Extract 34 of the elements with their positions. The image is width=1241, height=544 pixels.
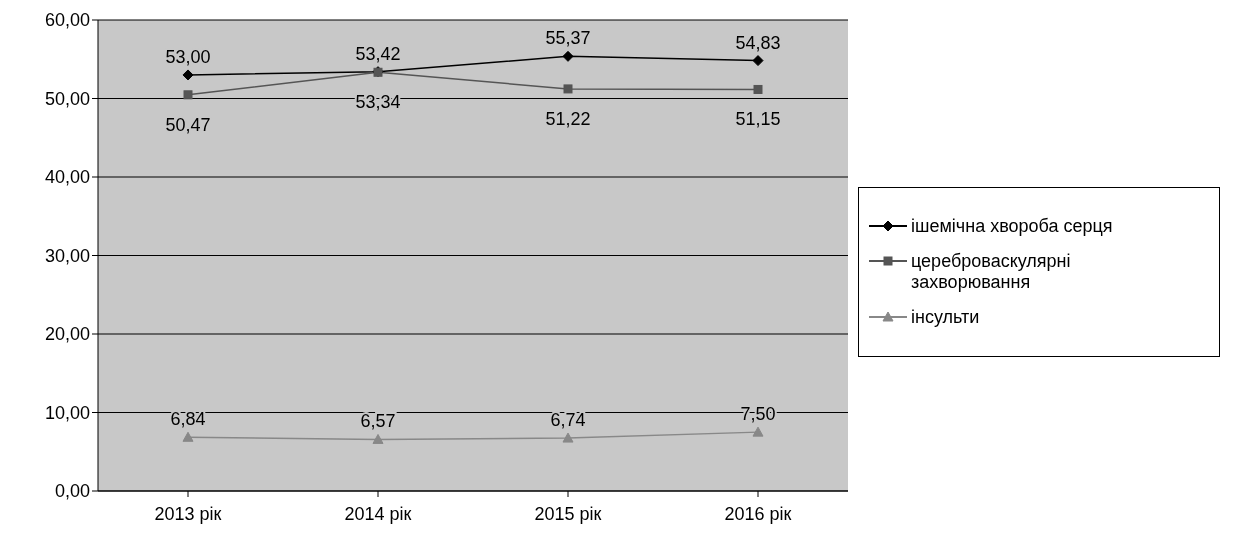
data-label: 50,47 <box>165 114 211 135</box>
point <box>752 55 764 67</box>
y-tick-label: 30,00 <box>44 245 90 266</box>
data-label: 53,42 <box>355 43 401 64</box>
point <box>562 432 574 443</box>
point <box>372 433 384 444</box>
point <box>562 50 574 62</box>
y-tick-label: 50,00 <box>44 88 90 109</box>
data-label: 6,84 <box>170 409 206 430</box>
y-tick-label: 40,00 <box>44 167 90 188</box>
y-tick-label: 20,00 <box>44 324 90 345</box>
data-label: 51,22 <box>545 108 591 129</box>
y-tick-label: 60,00 <box>44 10 90 31</box>
data-label: 55,37 <box>545 28 591 49</box>
data-label: 53,00 <box>165 46 211 67</box>
point <box>182 69 194 81</box>
point <box>563 84 573 94</box>
legend-label: цереброваскулярні захворювання <box>911 251 1072 293</box>
x-tick-label: 2016 рік <box>724 503 792 524</box>
point <box>753 84 763 94</box>
data-label: 54,83 <box>735 32 781 53</box>
point <box>182 431 194 442</box>
x-tick-label: 2014 рік <box>344 503 412 524</box>
y-tick-label: 10,00 <box>44 402 90 423</box>
y-tick-label: 0,00 <box>54 481 90 502</box>
legend-label: інсульти <box>911 307 981 328</box>
point <box>183 90 193 100</box>
data-label: 6,57 <box>360 411 396 432</box>
legend-label: ішемічна хвороба серця <box>911 216 1114 237</box>
point <box>752 426 764 437</box>
data-label: 51,15 <box>735 109 781 130</box>
data-label: 6,74 <box>550 410 586 431</box>
x-tick-label: 2015 рік <box>534 503 602 524</box>
x-tick-label: 2013 рік <box>154 503 222 524</box>
